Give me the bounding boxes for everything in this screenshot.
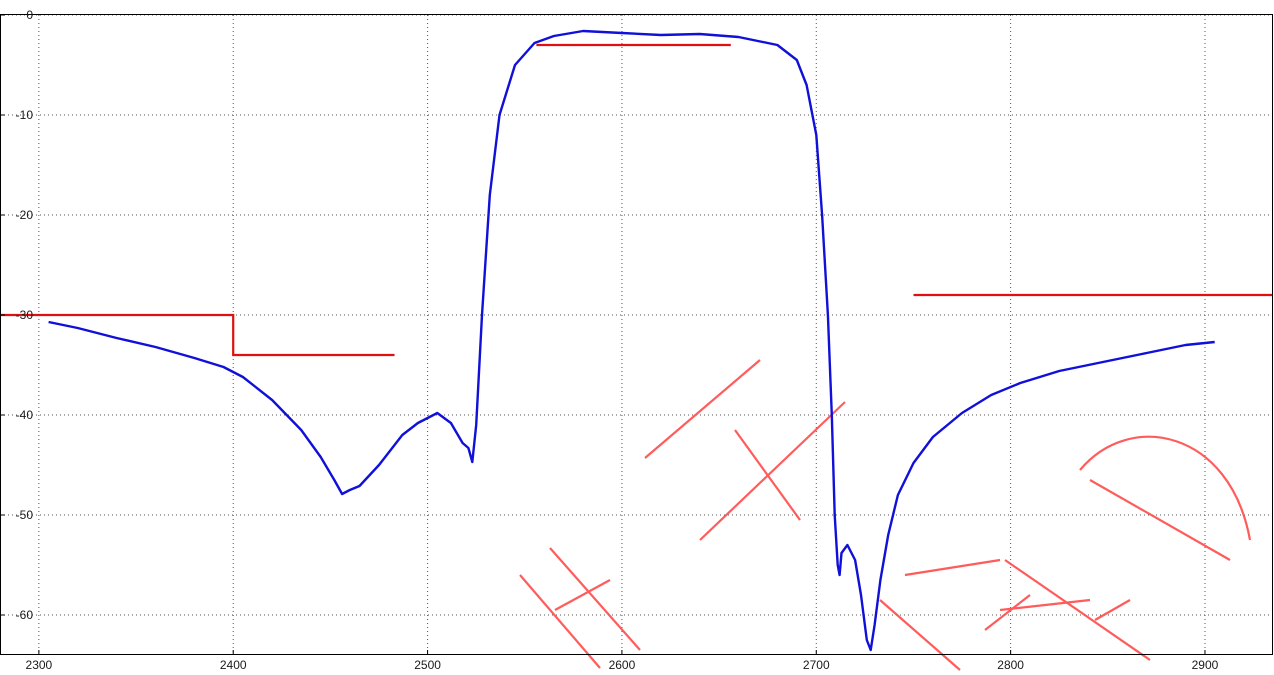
watermark-letter-h (519, 547, 641, 669)
watermark-letter-r (1079, 435, 1252, 621)
response-curve (48, 29, 1215, 652)
watermark-letter-y (879, 558, 1031, 671)
watermark-letter-e (999, 559, 1151, 661)
plot-frame (0, 14, 1273, 655)
watermark (519, 359, 1252, 671)
axis-labels: 2300 2400 2500 2600 2700 2800 2900 0 -10 -20 -30 -4… (0, 8, 1219, 672)
x-tick-label: 2900 (1192, 658, 1219, 672)
x-tick-label: 2500 (414, 658, 441, 672)
y-tick-label: -40 (16, 408, 34, 422)
y-tick-label: -10 (16, 108, 34, 122)
mask-segment (0, 313, 395, 357)
y-tick-label: -60 (16, 608, 34, 622)
y-tick-label: -50 (16, 508, 34, 522)
response-line (48, 29, 1215, 652)
x-tick-label: 2300 (26, 658, 53, 672)
y-tick-label: -30 (16, 308, 34, 322)
x-tick-label: 2800 (997, 658, 1024, 672)
y-tick-label: -20 (16, 208, 34, 222)
mask-lines (0, 43, 1273, 357)
watermark-letter-u (644, 359, 846, 541)
x-tick-label: 2600 (609, 658, 636, 672)
x-tick-label: 2700 (803, 658, 830, 672)
grid-lines (0, 14, 1273, 655)
y-tick-label: 0 (26, 8, 33, 22)
x-tick-label: 2400 (220, 658, 247, 672)
